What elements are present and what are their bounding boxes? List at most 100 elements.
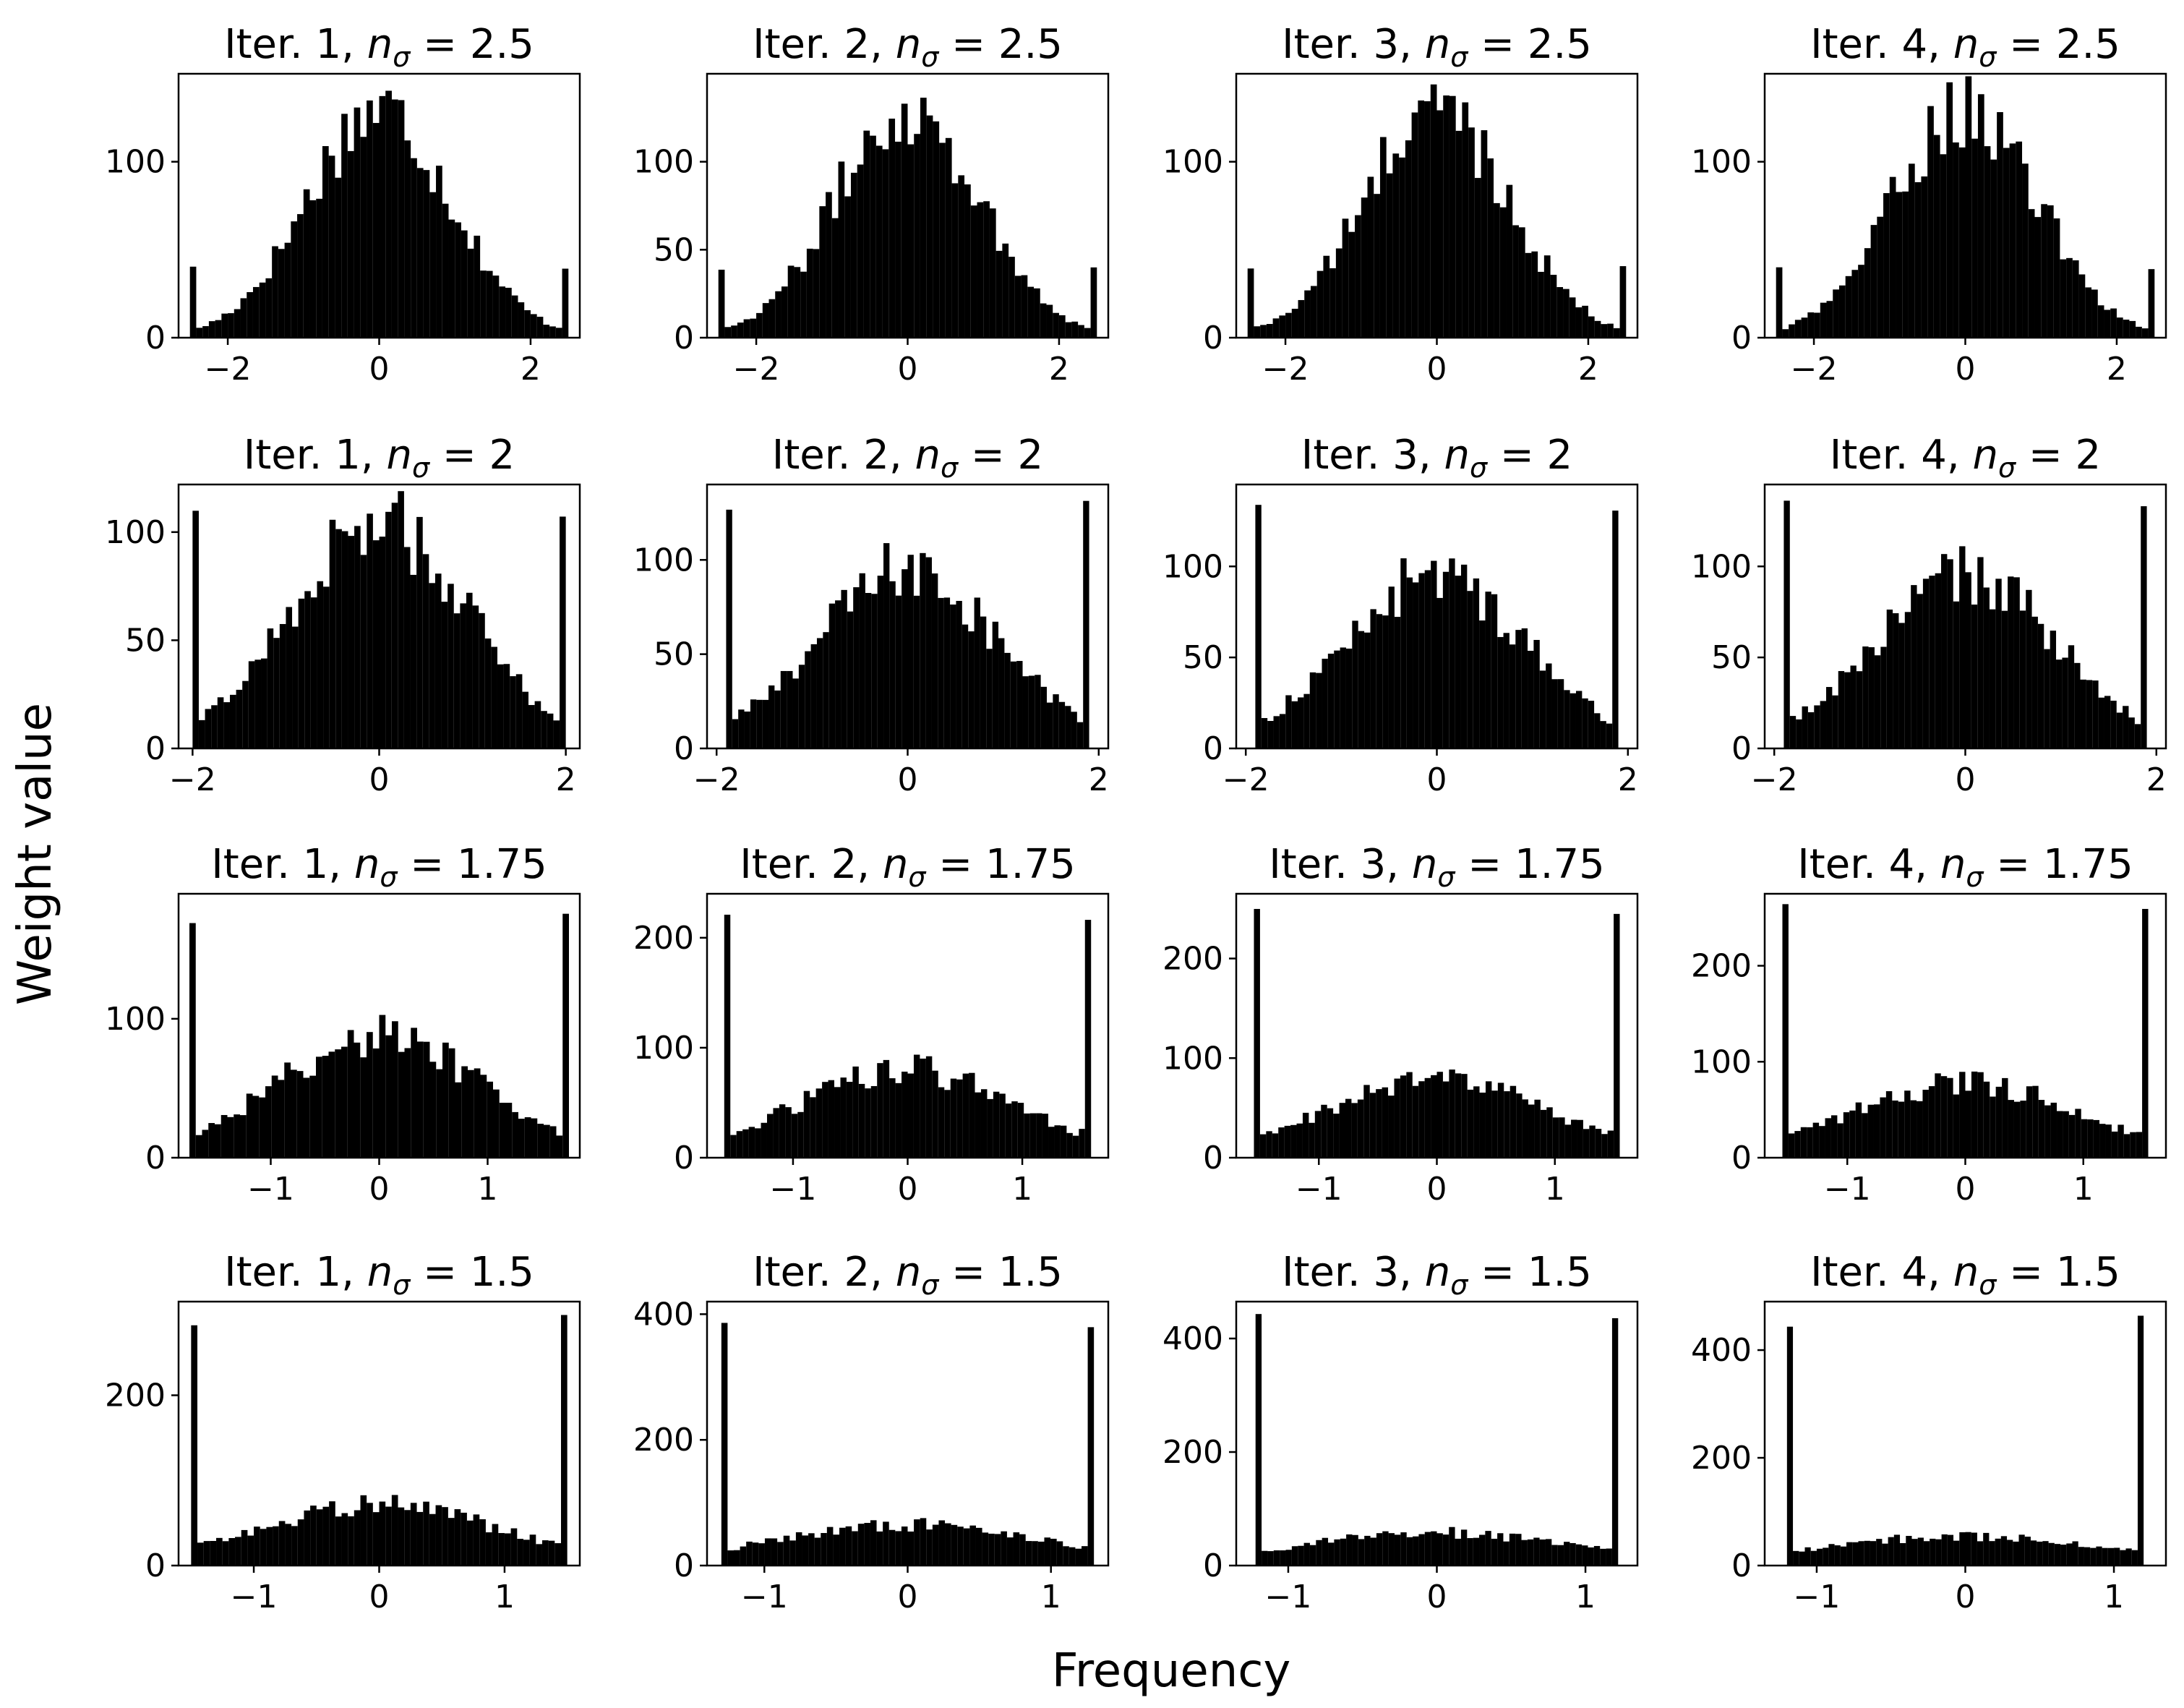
x-tick-label: −1	[769, 1171, 816, 1208]
histogram-bar	[1497, 1083, 1504, 1158]
histogram-bar	[1515, 630, 1522, 748]
histogram-bar	[1027, 286, 1035, 338]
panel-title-iter: Iter. 4,	[1810, 21, 1953, 68]
histogram-bar	[1876, 1539, 1883, 1566]
y-tick-label: 0	[1203, 730, 1223, 767]
panel-3-2: Iter. 2, nσ = 1.75 −1 0 1 0 100 200	[633, 841, 1110, 1208]
y-tick-label: 50	[125, 622, 166, 659]
histogram-bar	[925, 557, 932, 748]
histogram-bar	[2016, 141, 2023, 338]
histogram-bar	[2026, 589, 2032, 748]
histogram-bar	[857, 1524, 865, 1566]
histogram-bar	[1534, 1099, 1541, 1158]
histogram-bar	[1352, 620, 1358, 748]
histogram-bar	[303, 189, 310, 338]
histogram-bar	[1037, 1541, 1045, 1566]
y-tick-label: 50	[654, 636, 694, 673]
histogram-bar	[2086, 680, 2093, 748]
histogram-bar	[761, 1122, 767, 1158]
histogram-bar	[404, 1510, 411, 1566]
histogram-bar	[1589, 1125, 1596, 1158]
histogram-bar	[968, 631, 975, 748]
histogram-bar	[448, 219, 455, 338]
histogram-bar	[410, 1503, 417, 1566]
histogram-bar	[203, 1541, 210, 1566]
histogram-bar	[261, 658, 267, 748]
histogram-bar	[1254, 908, 1260, 1158]
histogram-bar	[1442, 1081, 1449, 1158]
histogram-bar	[1060, 1125, 1067, 1158]
histogram-bar	[1491, 1090, 1498, 1158]
histogram-bar	[298, 598, 305, 748]
histogram-bar	[1418, 1534, 1425, 1566]
histogram-bar	[762, 303, 769, 338]
histogram-bar	[1819, 1126, 1825, 1158]
x-tick-label: 2	[556, 761, 576, 798]
histogram-bar	[416, 516, 423, 748]
histogram-bar	[518, 302, 525, 338]
histogram-bar	[1022, 676, 1029, 748]
histogram-bar	[1316, 1540, 1322, 1566]
histogram-bar	[2087, 1119, 2094, 1158]
x-tick-label: 2	[2146, 761, 2167, 798]
histogram-bar	[964, 184, 971, 338]
panel-title-sigma: σ	[393, 41, 411, 73]
histogram-bar	[895, 141, 902, 338]
panel-title-iter: Iter. 2,	[740, 841, 883, 888]
histogram-bar	[2141, 328, 2149, 338]
histogram-bar	[2066, 257, 2073, 338]
histogram-bar	[252, 1096, 260, 1158]
histogram-bar	[1838, 285, 1846, 338]
histogram-bar	[951, 1524, 958, 1566]
histogram-bar	[1812, 1122, 1820, 1158]
histogram-bar	[273, 638, 280, 748]
histogram-bars	[718, 98, 1097, 338]
panel-title-n: n	[1953, 1249, 1979, 1296]
histogram-bar	[1538, 271, 1544, 338]
histogram-bar	[2091, 289, 2098, 338]
histogram-bar	[1930, 1538, 1936, 1566]
histogram-bar	[411, 158, 417, 338]
histogram-bar	[1382, 1087, 1389, 1158]
histogram-bar	[2110, 308, 2117, 338]
histogram-bar	[1322, 658, 1328, 748]
histogram-bar	[1006, 1537, 1014, 1566]
histogram-bar	[883, 1521, 889, 1566]
histogram-bar	[541, 1540, 549, 1566]
histogram-bar	[1551, 679, 1558, 748]
histogram-bar	[304, 591, 311, 748]
histogram-bar	[748, 1127, 755, 1158]
histogram-bar	[902, 569, 908, 748]
histogram-bar	[328, 1051, 335, 1158]
histogram-bar	[2034, 217, 2042, 338]
histogram-bar	[828, 1080, 835, 1158]
histogram-bar	[1953, 1540, 1960, 1566]
histogram-bar	[1849, 1110, 1856, 1158]
x-tick-label: −2	[1791, 351, 1838, 388]
histogram-bar	[1823, 1547, 1829, 1566]
histogram-bar	[1873, 1104, 1880, 1158]
histogram-bar	[1449, 1526, 1455, 1566]
histogram-bar	[291, 221, 298, 338]
histogram-bar	[227, 1116, 234, 1158]
histogram-bar	[505, 287, 512, 338]
histogram-bar	[871, 594, 878, 748]
histogram-bar	[1794, 1131, 1801, 1158]
histogram-bar	[1042, 1114, 1049, 1158]
histogram-bar	[1379, 137, 1387, 338]
histogram-bar	[1559, 1117, 1565, 1158]
histogram-bar	[1460, 564, 1468, 748]
histogram-bar	[518, 1119, 525, 1158]
histogram-bar	[436, 1069, 442, 1158]
x-tick-label: 0	[369, 761, 390, 798]
histogram-bar	[385, 90, 392, 338]
histogram-bar	[1594, 320, 1601, 338]
histogram-bar	[1864, 1540, 1870, 1566]
x-tick-label: −2	[1222, 761, 1269, 798]
histogram-bars	[1255, 505, 1619, 748]
histogram-bar	[1837, 1123, 1843, 1158]
histogram-bar	[1947, 559, 1953, 748]
panel-title-iter: Iter. 4,	[1810, 1249, 1953, 1296]
histogram-bar	[1455, 1538, 1461, 1566]
